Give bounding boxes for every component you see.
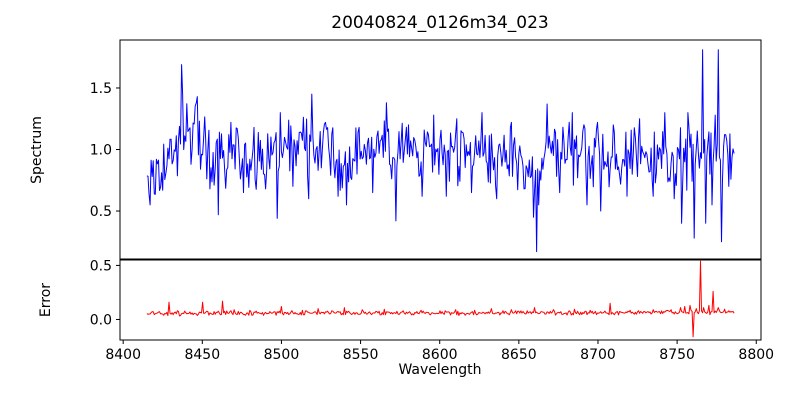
error-y-axis-label: Error (38, 282, 54, 318)
x-tick-label: 8750 (659, 347, 695, 363)
y-tick-label: 0.5 (90, 204, 112, 220)
plot-title: 20040824_0126m34_023 (331, 13, 549, 33)
y-tick-label: 1.0 (90, 143, 112, 159)
x-axis-label: Wavelength (398, 362, 482, 378)
spectrum-line (146, 49, 735, 253)
x-tick-label: 8500 (264, 347, 300, 363)
error-line (146, 260, 735, 338)
x-tick-label: 8800 (738, 347, 774, 363)
x-tick-label: 8450 (184, 347, 220, 363)
y-tick-label: 1.5 (90, 81, 112, 97)
y-tick-label: 0.5 (90, 258, 112, 274)
x-tick-label: 8700 (580, 347, 616, 363)
spectrum-y-axis-label: Spectrum (29, 116, 45, 184)
x-tick-label: 8550 (343, 347, 379, 363)
error-panel (119, 259, 762, 341)
x-tick-label: 8400 (105, 347, 141, 363)
x-tick-label: 8650 (501, 347, 537, 363)
x-tick-label: 8600 (422, 347, 458, 363)
y-tick-label: 0.0 (90, 312, 112, 328)
